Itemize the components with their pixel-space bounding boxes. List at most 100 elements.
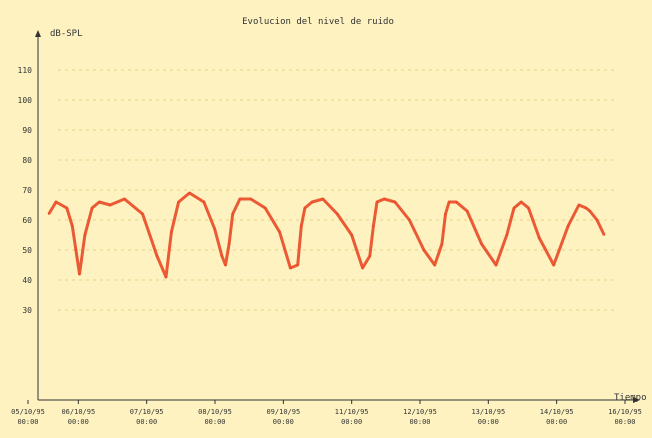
data-point: [98, 201, 101, 203]
chart-title: Evolucion del nivel de ruido: [242, 17, 394, 27]
y-tick-label: 40: [22, 276, 32, 285]
y-tick-label: 50: [22, 246, 32, 255]
y-axis-arrow: [35, 30, 41, 37]
y-tick-label: 90: [22, 126, 32, 135]
y-tick-label: 80: [22, 156, 32, 165]
x-tick-date: 16/10/95: [608, 408, 642, 416]
x-tick-time: 00:00: [614, 418, 635, 426]
data-point: [141, 213, 144, 215]
y-tick-label: 60: [22, 216, 32, 225]
x-tick-date: 07/10/95: [130, 408, 164, 416]
y-tick-label: 70: [22, 186, 32, 195]
data-point: [239, 198, 241, 200]
x-tick-date: 14/10/95: [540, 408, 574, 416]
x-tick-time: 00:00: [68, 418, 89, 426]
grid-lines: [58, 69, 615, 311]
data-point: [289, 267, 292, 269]
data-point: [156, 255, 158, 257]
data-point: [213, 228, 216, 230]
data-point: [538, 237, 541, 239]
data-point: [520, 201, 523, 203]
data-point: [231, 213, 234, 215]
x-axis-arrow: [633, 397, 640, 403]
y-axis-label: dB-SPL: [50, 29, 83, 39]
data-point: [552, 264, 555, 266]
y-tick-label: 110: [18, 66, 33, 75]
data-point: [264, 207, 266, 209]
data-point: [78, 273, 81, 275]
data-point: [588, 210, 591, 212]
data-point: [228, 243, 230, 245]
data-point: [448, 201, 450, 203]
axes: [35, 30, 640, 403]
x-tick-time: 00:00: [341, 418, 362, 426]
x-axis-label: Tiempo: [614, 393, 647, 403]
data-point: [55, 201, 57, 203]
data-point: [444, 213, 447, 215]
data-point: [91, 207, 93, 209]
data-point: [441, 243, 443, 245]
data-point: [423, 249, 425, 251]
data-point: [170, 231, 173, 233]
data-point: [408, 219, 411, 221]
x-tick-date: 13/10/95: [471, 408, 505, 416]
data-point: [516, 204, 519, 206]
x-tick-time: 00:00: [204, 418, 225, 426]
data-point: [372, 225, 375, 227]
x-tick-time: 00:00: [17, 418, 38, 426]
x-tick-date: 09/10/95: [266, 408, 300, 416]
data-point: [361, 267, 364, 269]
x-tick-time: 00:00: [478, 418, 499, 426]
x-tick-date: 06/10/95: [61, 408, 95, 416]
data-point: [224, 264, 227, 266]
data-point: [66, 207, 68, 209]
data-point: [249, 198, 252, 200]
data-point: [300, 225, 303, 227]
data-point: [84, 234, 86, 236]
data-point: [311, 201, 313, 203]
data-point: [480, 243, 483, 245]
data-point: [506, 234, 508, 236]
x-tick-time: 00:00: [546, 418, 567, 426]
data-point: [383, 198, 386, 200]
data-point: [165, 276, 167, 278]
data-point: [278, 231, 281, 233]
data-point: [350, 234, 353, 236]
data-point: [455, 201, 458, 203]
y-tick-label: 100: [18, 96, 33, 105]
data-point: [71, 225, 74, 227]
data-point: [336, 213, 339, 215]
x-tick-date: 12/10/95: [403, 408, 437, 416]
data-point: [296, 264, 299, 266]
data-point: [203, 201, 205, 203]
data-point: [433, 264, 436, 266]
data-point: [466, 210, 468, 212]
data-point: [596, 219, 598, 221]
data-point: [585, 207, 587, 209]
data-point: [177, 201, 180, 203]
series-group: [47, 191, 606, 279]
data-point: [527, 207, 530, 209]
data-point: [123, 198, 126, 200]
x-tick-labels: 05/10/95 00:00 06/10/95 00:00 07/10/95 00:00 0…: [11, 400, 642, 426]
series-line: [47, 191, 606, 279]
data-point: [109, 204, 111, 206]
x-tick-date: 08/10/95: [198, 408, 232, 416]
data-point: [221, 255, 223, 257]
data-point: [368, 255, 371, 257]
data-point: [513, 207, 515, 209]
data-point: [322, 198, 324, 200]
data-point: [394, 201, 396, 203]
y-tick-label: 30: [22, 306, 32, 315]
data-point: [495, 264, 497, 266]
x-tick-date: 05/10/95: [11, 408, 45, 416]
x-tick-time: 00:00: [136, 418, 157, 426]
x-tick-time: 00:00: [273, 418, 294, 426]
data-point: [567, 225, 569, 227]
x-tick-date: 11/10/95: [335, 408, 369, 416]
data-point: [376, 201, 378, 203]
data-point: [578, 204, 580, 206]
x-tick-time: 00:00: [409, 418, 430, 426]
